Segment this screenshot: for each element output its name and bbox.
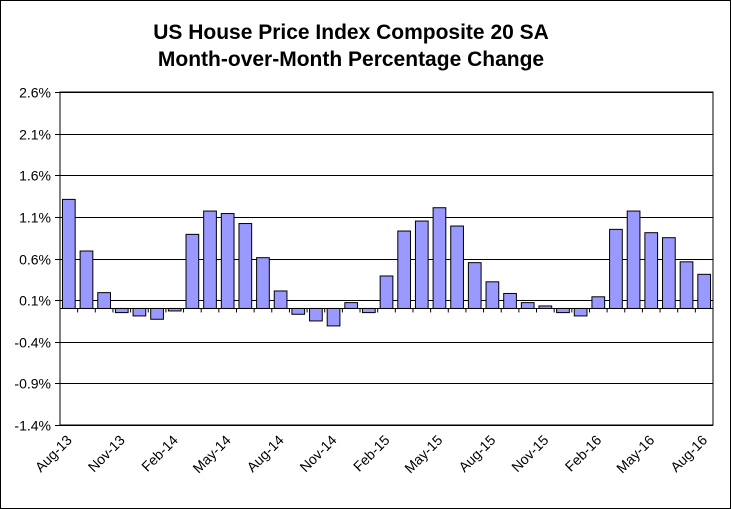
bar-mar-15: [397, 230, 412, 309]
x-tick-label: Aug-16: [667, 432, 710, 475]
bar-sep-15: [503, 292, 517, 309]
bar-feb-16: [591, 296, 606, 309]
bar-mar-16: [609, 228, 623, 309]
bar-jul-14: [256, 257, 270, 309]
bar-apr-15: [414, 220, 429, 309]
bar-oct-15: [520, 302, 535, 309]
bars: [61, 198, 712, 327]
y-tick-label: 2.6%: [19, 85, 51, 101]
bar-may-14: [220, 213, 235, 309]
y-tick-label: -0.4%: [14, 335, 51, 351]
bar-jul-15: [467, 262, 482, 309]
bar-feb-15: [379, 275, 394, 309]
bar-aug-13: [61, 198, 76, 309]
bar-aug-15: [485, 281, 500, 309]
bar-aug-14: [273, 290, 288, 309]
bar-sep-13: [79, 250, 94, 309]
bar-sep-14: [291, 307, 306, 315]
x-tick-label: Nov-13: [85, 432, 128, 475]
bar-apr-14: [203, 210, 217, 309]
plot-area: [59, 91, 714, 426]
bar-jan-16: [573, 307, 588, 317]
x-tick-label: Feb-15: [350, 432, 393, 475]
bar-nov-14: [326, 307, 341, 327]
y-tick-label: -1.4%: [14, 418, 51, 434]
bar-jul-16: [679, 261, 694, 309]
x-tick-label: May-15: [401, 432, 445, 476]
bar-oct-13: [97, 292, 111, 309]
bar-jun-16: [662, 237, 676, 309]
y-tick-label: 1.1%: [19, 210, 51, 226]
bar-may-16: [644, 232, 659, 309]
x-tick-label: May-16: [613, 432, 657, 476]
y-tick-label: 2.1%: [19, 127, 51, 143]
bar-nov-13: [114, 307, 129, 314]
bar-aug-16: [697, 273, 712, 309]
y-axis-ticks: 2.6% 2.1% 1.6% 1.1% 0.6% 0.1% -0.4% -0.9% -1.4%: [14, 85, 60, 434]
x-tick-label: Nov-15: [508, 432, 551, 475]
x-tick-label: Nov-14: [296, 432, 339, 475]
bar-apr-16: [626, 210, 641, 309]
y-tick-label: -0.9%: [14, 376, 51, 392]
bar-dec-14: [344, 302, 359, 309]
chart-title-line-1: US House Price Index Composite 20 SA: [153, 21, 549, 44]
bar-dec-13: [132, 307, 147, 317]
x-tick-label: May-14: [189, 432, 233, 476]
bar-jan-15: [362, 307, 376, 314]
bar-jun-15: [450, 225, 464, 309]
bar-jun-14: [238, 223, 253, 309]
y-tick-label: 0.1%: [19, 293, 51, 309]
x-tick-label: Feb-16: [562, 432, 605, 475]
y-tick-label: 1.6%: [19, 168, 51, 184]
x-tick-label: Aug-14: [243, 432, 286, 475]
x-tick-label: Aug-13: [32, 432, 75, 475]
bar-dec-15: [556, 307, 570, 314]
bar-may-15: [432, 207, 447, 309]
x-tick-label: Feb-14: [138, 432, 181, 475]
bar-oct-14: [309, 307, 323, 322]
bar-mar-14: [185, 233, 200, 309]
y-tick-label: 0.6%: [19, 252, 51, 268]
bar-jan-14: [150, 307, 164, 320]
x-tick-label: Aug-15: [455, 432, 498, 475]
chart-title-line-2: Month-over-Month Percentage Change: [158, 48, 544, 71]
